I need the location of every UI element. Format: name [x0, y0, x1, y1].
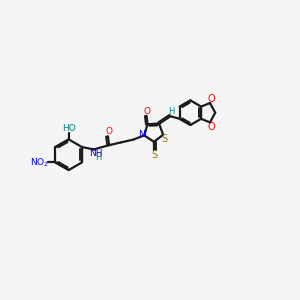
- Text: $\mathregular{NO_2}$: $\mathregular{NO_2}$: [30, 156, 49, 169]
- Text: N: N: [138, 130, 145, 139]
- Text: NH: NH: [89, 149, 103, 158]
- Text: O: O: [105, 128, 112, 136]
- Text: HO: HO: [62, 124, 76, 133]
- Text: O: O: [143, 107, 150, 116]
- Text: S: S: [161, 134, 167, 144]
- Text: S: S: [151, 150, 157, 160]
- Text: O: O: [207, 94, 215, 104]
- Text: H: H: [168, 107, 175, 116]
- Text: H: H: [95, 153, 101, 162]
- Text: O: O: [207, 122, 215, 132]
